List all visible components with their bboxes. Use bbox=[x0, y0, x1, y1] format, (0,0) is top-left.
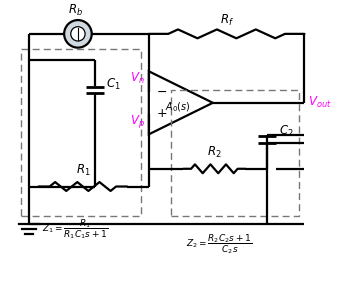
Text: $V_p$: $V_p$ bbox=[130, 113, 145, 130]
Circle shape bbox=[71, 27, 85, 41]
Text: $Z_2 = \dfrac{R_2C_2s + 1}{C_2s}$: $Z_2 = \dfrac{R_2C_2s + 1}{C_2s}$ bbox=[186, 232, 252, 256]
Text: $A_0(s)$: $A_0(s)$ bbox=[165, 100, 191, 113]
Text: $C_2$: $C_2$ bbox=[279, 124, 293, 139]
Text: $R_1$: $R_1$ bbox=[75, 162, 90, 178]
Text: $+$: $+$ bbox=[156, 107, 167, 120]
Text: $-$: $-$ bbox=[156, 85, 167, 98]
Text: $R_f$: $R_f$ bbox=[220, 13, 234, 28]
Text: $Z_1 = \dfrac{R_1}{R_1C_1s + 1}$: $Z_1 = \dfrac{R_1}{R_1C_1s + 1}$ bbox=[43, 217, 108, 241]
Text: $R_b$: $R_b$ bbox=[69, 3, 83, 18]
Text: $V_{out}$: $V_{out}$ bbox=[308, 95, 332, 110]
Text: $C_1$: $C_1$ bbox=[106, 77, 121, 92]
Circle shape bbox=[64, 20, 92, 48]
Text: $V_n$: $V_n$ bbox=[130, 70, 145, 86]
Text: $R_2$: $R_2$ bbox=[207, 145, 222, 160]
